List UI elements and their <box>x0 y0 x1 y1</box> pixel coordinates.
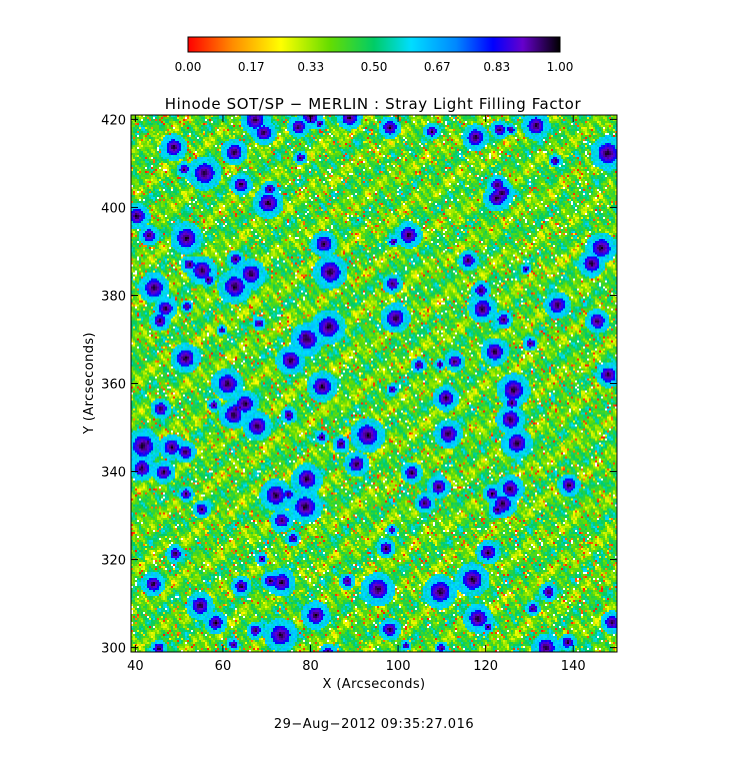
colorbar-ticks: 0.00 0.17 0.33 0.50 0.67 0.83 1.00 <box>175 60 574 74</box>
y-tick-label: 400 <box>101 201 126 216</box>
y-tick-label: 300 <box>101 642 126 657</box>
colorbar-tick-label: 0.67 <box>424 60 451 74</box>
colorbar-tick-label: 0.83 <box>483 60 510 74</box>
y-tick-label: 360 <box>101 378 126 393</box>
colorbar-tick-label: 1.00 <box>547 60 574 74</box>
x-tick-label: 80 <box>302 659 319 674</box>
heatmap-image <box>131 115 617 652</box>
y-axis-label: Y (Arcseconds) <box>82 332 97 435</box>
y-tick-label: 320 <box>101 554 126 569</box>
colorbar-tick-label: 0.17 <box>238 60 265 74</box>
x-tick-label: 40 <box>127 659 144 674</box>
x-tick-label: 120 <box>473 659 498 674</box>
y-tick-label: 380 <box>101 289 126 304</box>
x-axis-label: X (Arcseconds) <box>322 677 425 692</box>
colorbar-gradient <box>187 36 561 53</box>
heatmap-area <box>130 114 618 653</box>
chart-title: Hinode SOT/SP − MERLIN : Stray Light Fil… <box>165 95 582 113</box>
x-tick-label: 60 <box>215 659 232 674</box>
colorbar-tick-label: 0.50 <box>361 60 388 74</box>
colorbar-tick-label: 0.00 <box>175 60 202 74</box>
timestamp: 29−Aug−2012 09:35:27.016 <box>274 717 474 732</box>
y-axis: 300 320 340 360 380 400 420 <box>101 113 617 657</box>
x-tick-label: 140 <box>561 659 586 674</box>
colorbar-tick-label: 0.33 <box>297 60 324 74</box>
y-tick-label: 420 <box>101 113 126 128</box>
x-tick-label: 100 <box>386 659 411 674</box>
colorbar: 0.00 0.17 0.33 0.50 0.67 0.83 1.00 <box>175 36 574 74</box>
x-axis: 40 60 80 100 120 140 <box>127 115 586 674</box>
y-tick-label: 340 <box>101 466 126 481</box>
